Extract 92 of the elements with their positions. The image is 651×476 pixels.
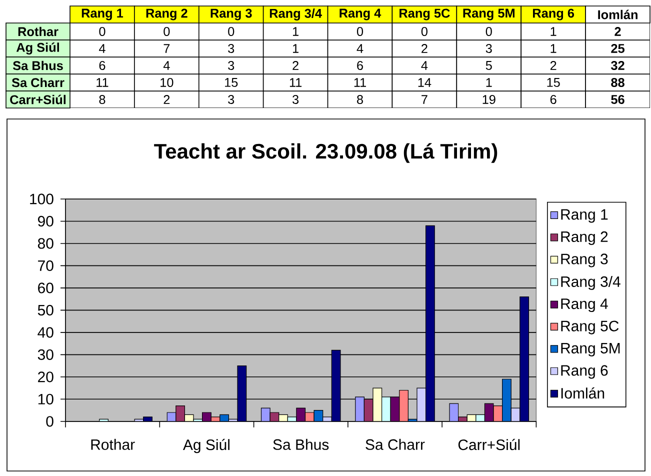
x-tick-label: Sa Bhus (273, 438, 329, 450)
x-tick-label: Sa Charr (366, 438, 425, 450)
data-label: 2 (422, 44, 428, 53)
legend-label: Rang 2 (561, 231, 608, 245)
y-tick-label: 20 (38, 372, 54, 382)
data-label: 6 (99, 60, 106, 70)
data-label: 2 (292, 61, 298, 70)
bar (520, 296, 530, 422)
data-label: 3 (228, 94, 234, 104)
y-tick-label: 40 (38, 327, 54, 338)
data-label: 2 (614, 27, 621, 36)
y-tick-label: 70 (38, 260, 54, 272)
legend-label: Rang 6 (561, 365, 608, 379)
y-tick-label: Carr+Siúl (10, 94, 66, 104)
data-label: 1 (292, 44, 298, 53)
x-tick-label: Rang 4 (340, 8, 382, 20)
data-label: 3 (486, 44, 492, 53)
y-tick-label: 0 (46, 416, 54, 427)
data-label: 6 (550, 94, 556, 104)
data-label: 56 (611, 94, 624, 104)
data-label: 0 (99, 26, 106, 36)
x-tick-label: Rothar (91, 438, 135, 450)
y-tick-label: Ag Siúl (16, 42, 59, 54)
data-label: 15 (225, 78, 238, 87)
data-label: 14 (418, 78, 432, 87)
data-label: 5 (486, 61, 492, 70)
y-tick-label: Sa Bhus (12, 60, 63, 70)
bar (237, 365, 247, 422)
x-tick-label: Rang 6 (533, 8, 574, 20)
x-tick-label: Carr+Siúl (458, 438, 520, 450)
data-label: 1 (292, 27, 298, 36)
data-label: 1 (486, 78, 492, 87)
legend-label: Rang 3/4 (561, 276, 620, 290)
data-label: 2 (550, 61, 556, 70)
y-tick-label: 90 (38, 216, 54, 227)
data-label: 32 (611, 60, 624, 70)
data-label: 1 (550, 27, 556, 36)
data-label: 11 (354, 78, 366, 87)
data-label: 2 (164, 95, 170, 104)
legend-label: Iomlán (561, 387, 604, 399)
data-label: 0 (421, 26, 428, 36)
legend-label: Rang 5M (561, 343, 620, 356)
data-label: 15 (547, 78, 560, 87)
y-tick-label: Rothar (18, 26, 58, 36)
data-label: 4 (98, 44, 106, 53)
bar (331, 350, 341, 422)
x-tick-label: Rang 5C (400, 8, 450, 20)
y-tick-label: 80 (38, 238, 54, 249)
y-tick-label: 10 (38, 394, 54, 404)
chart-title: Teacht ar Scoil. 23.09.08 (Lá Tirim) (154, 143, 498, 163)
data-label: 7 (422, 95, 428, 104)
data-label: 0 (228, 26, 234, 36)
data-label: 11 (96, 78, 108, 87)
y-tick-label: 30 (38, 349, 54, 360)
x-tick-label: Rang 3/4 (270, 8, 322, 20)
y-tick-label: 60 (38, 282, 54, 294)
bar (176, 406, 186, 422)
data-label: 4 (356, 44, 364, 53)
data-label: 8 (357, 94, 363, 104)
data-label: 6 (357, 60, 363, 70)
legend-label: Rang 4 (561, 298, 608, 312)
data-label: 25 (611, 44, 624, 53)
data-label: 10 (160, 78, 174, 87)
legend-label: Rang 3 (561, 254, 608, 268)
data-label: 1 (550, 44, 556, 53)
data-label: 3 (228, 44, 234, 53)
x-tick-label: Iomlán (598, 10, 638, 20)
y-tick-label: 50 (38, 304, 54, 316)
bar (502, 378, 512, 422)
bar (425, 225, 435, 422)
y-tick-label: 100 (30, 194, 54, 204)
legend-label: Rang 1 (561, 209, 608, 223)
legend-label: Rang 5C (561, 320, 619, 334)
data-label: 4 (163, 61, 170, 70)
data-label: 7 (164, 44, 170, 53)
data-label: 8 (99, 94, 106, 104)
x-tick-label: Rang 3 (210, 8, 252, 20)
data-label: 19 (482, 94, 496, 104)
data-label: 0 (164, 26, 170, 36)
data-label: 11 (290, 78, 302, 87)
x-tick-label: Rang 1 (82, 8, 124, 20)
data-label: 4 (421, 61, 428, 70)
x-tick-label: Rang 2 (146, 8, 188, 20)
x-tick-label: Ag Siúl (182, 438, 230, 454)
data-label: 88 (611, 78, 624, 87)
bar (381, 396, 391, 422)
data-label: 0 (356, 26, 364, 36)
x-tick-label: Rang 5M (463, 8, 514, 20)
data-label: 3 (292, 94, 299, 104)
y-tick-label: Sa Charr (12, 78, 64, 88)
data-label: 3 (228, 60, 234, 70)
data-label: 0 (486, 26, 492, 36)
